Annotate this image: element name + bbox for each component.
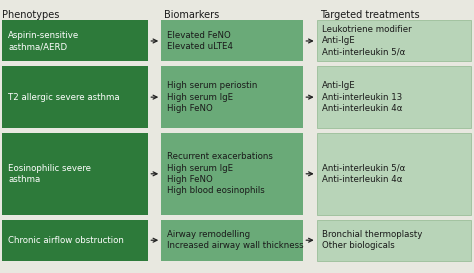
Text: Elevated FeNO
Elevated uLTE4: Elevated FeNO Elevated uLTE4 [167,31,233,51]
FancyBboxPatch shape [2,133,148,215]
Text: Airway remodelling
Increased airway wall thickness: Airway remodelling Increased airway wall… [167,230,303,250]
Text: Aspirin-sensitive
asthma/AERD: Aspirin-sensitive asthma/AERD [8,31,79,51]
FancyBboxPatch shape [317,66,471,128]
Text: Phenotypes: Phenotypes [2,10,60,20]
Text: Chronic airflow obstruction: Chronic airflow obstruction [8,236,124,245]
FancyBboxPatch shape [161,220,303,261]
FancyBboxPatch shape [161,20,303,61]
Text: Bronchial thermoplasty
Other biologicals: Bronchial thermoplasty Other biologicals [322,230,423,250]
FancyBboxPatch shape [317,220,471,261]
Text: Biomarkers: Biomarkers [164,10,219,20]
Text: Anti-IgE
Anti-interleukin 13
Anti-interleukin 4α: Anti-IgE Anti-interleukin 13 Anti-interl… [322,81,403,113]
Text: Anti-interleukin 5/α
Anti-interleukin 4α: Anti-interleukin 5/α Anti-interleukin 4α [322,164,406,184]
FancyBboxPatch shape [161,133,303,215]
Text: High serum periostin
High serum IgE
High FeNO: High serum periostin High serum IgE High… [167,81,257,113]
FancyBboxPatch shape [161,66,303,128]
FancyBboxPatch shape [317,20,471,61]
Text: T2 allergic severe asthma: T2 allergic severe asthma [8,93,119,102]
Text: Eosinophilic severe
asthma: Eosinophilic severe asthma [8,164,91,184]
FancyBboxPatch shape [2,66,148,128]
Text: Recurrent exacerbations
High serum IgE
High FeNO
High blood eosinophils: Recurrent exacerbations High serum IgE H… [167,152,273,195]
FancyBboxPatch shape [317,133,471,215]
FancyBboxPatch shape [2,20,148,61]
Text: Leukotriene modifier
Anti-IgE
Anti-interleukin 5/α: Leukotriene modifier Anti-IgE Anti-inter… [322,25,412,57]
FancyBboxPatch shape [2,220,148,261]
Text: Targeted treatments: Targeted treatments [320,10,419,20]
